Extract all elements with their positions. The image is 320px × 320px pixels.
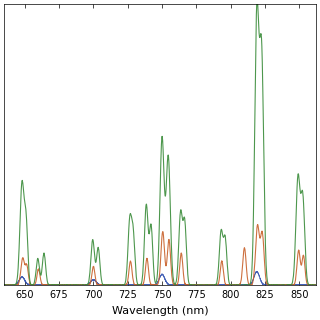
X-axis label: Wavelength (nm): Wavelength (nm)	[112, 306, 208, 316]
